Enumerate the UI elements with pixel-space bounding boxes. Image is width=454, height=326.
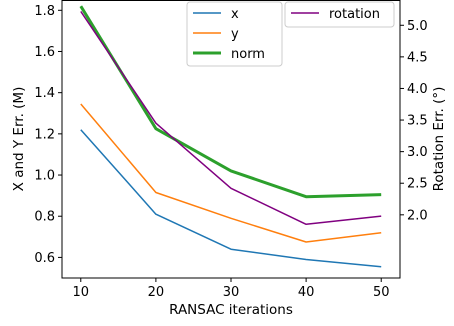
legend-box bbox=[186, 1, 283, 67]
right-y-axis-label: Rotation Err. (°) bbox=[431, 87, 447, 192]
legend-label-norm: norm bbox=[231, 47, 265, 62]
series-line-norm bbox=[79, 5, 382, 199]
right-y-tick-label: 3.5 bbox=[407, 114, 428, 129]
left-y-tick-label: 1.4 bbox=[34, 86, 55, 101]
series-line-x bbox=[80, 129, 382, 268]
series-line-rotation bbox=[80, 10, 382, 226]
series-line-y bbox=[80, 103, 382, 243]
left-y-tick-label: 0.8 bbox=[34, 210, 55, 225]
right-y-tick-label: 4.5 bbox=[407, 50, 428, 65]
x-tick-label: 30 bbox=[223, 285, 240, 300]
legend-label-x: x bbox=[231, 7, 239, 22]
legend-layer: xy norm rotation bbox=[186, 1, 395, 67]
legend-label-rotation: rotation bbox=[329, 7, 380, 22]
x-tick-label: 50 bbox=[373, 285, 390, 300]
x-axis-label: RANSAC iterations bbox=[169, 302, 293, 318]
right-y-tick-label: 5.0 bbox=[407, 19, 428, 34]
left-y-tick-label: 1.0 bbox=[34, 169, 55, 184]
left-y-tick-label: 0.6 bbox=[34, 251, 55, 266]
x-tick-label: 20 bbox=[148, 285, 165, 300]
right-y-tick-label: 4.0 bbox=[407, 82, 428, 97]
right-y-tick-label: 2.5 bbox=[407, 177, 428, 192]
right-y-tick-label: 3.0 bbox=[407, 145, 428, 160]
left-y-axis-label: X and Y Err. (M) bbox=[11, 87, 27, 192]
left-y-tick-label: 1.8 bbox=[34, 4, 55, 19]
ticks-layer: 10 20 30 40 50 0.6 0.8 1.0 1.2 1.4 1.6 1.8 2.0 2.5 3.0… bbox=[34, 4, 427, 300]
left-y-tick-label: 1.6 bbox=[34, 45, 55, 60]
legend-label-y: y bbox=[231, 27, 239, 42]
right-y-tick-label: 2.0 bbox=[407, 208, 428, 223]
left-y-tick-label: 1.2 bbox=[34, 127, 55, 142]
legend-box bbox=[284, 1, 395, 28]
series-layer bbox=[79, 5, 382, 268]
x-tick-label: 10 bbox=[73, 285, 90, 300]
x-tick-label: 40 bbox=[298, 285, 315, 300]
